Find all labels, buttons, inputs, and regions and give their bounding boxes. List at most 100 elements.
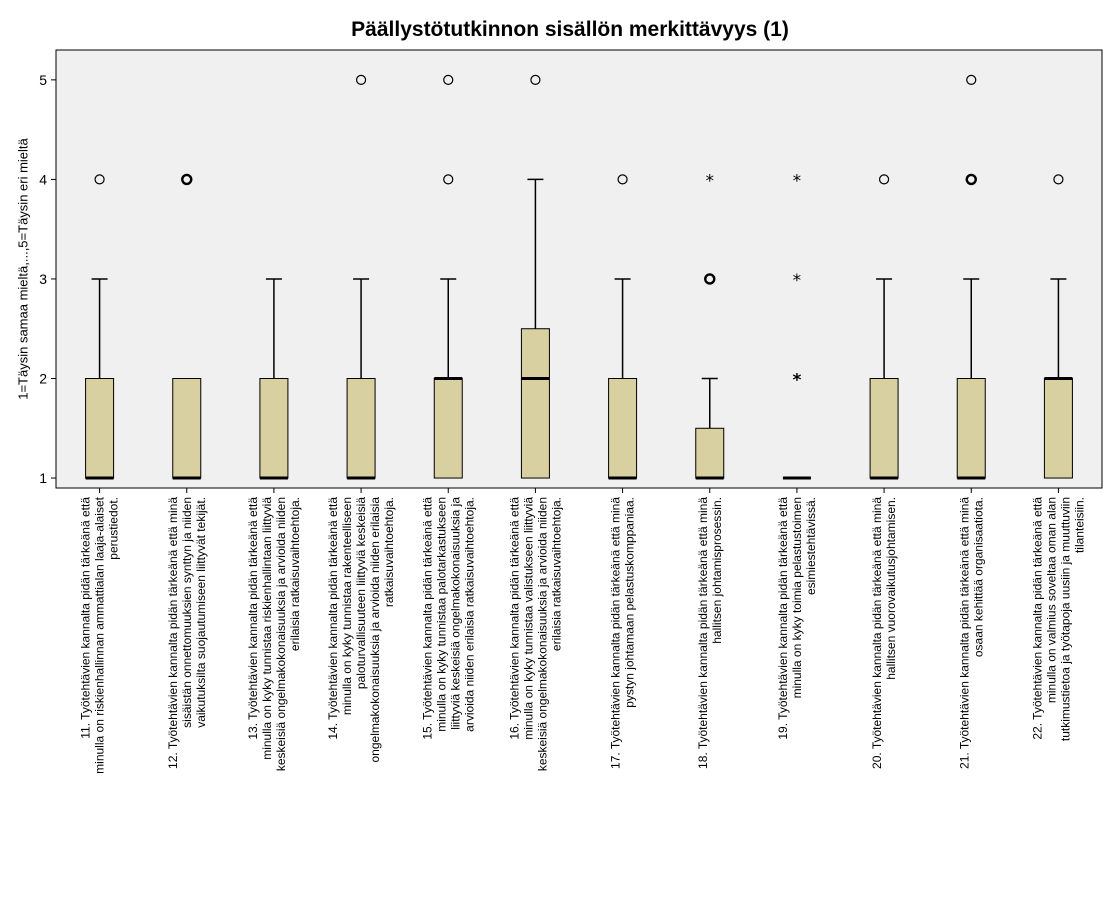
- x-tick-label-line: 16. Työtehtävien kannalta pidän tärkeänä…: [507, 497, 521, 740]
- outlier-circle: [878, 174, 890, 185]
- outlier-circle: [94, 174, 105, 185]
- box-rect: [433, 378, 463, 479]
- outlier-star: *: [792, 371, 801, 391]
- outlier-star: *: [706, 171, 715, 191]
- x-tick-label-line: minulla on kyky toimia pelastustoimen: [790, 497, 804, 698]
- x-tick-label-12: 22. Työtehtävien kannalta pidän tärkeänä…: [1030, 497, 1086, 741]
- x-tick-label-line: ratkaisuvaihtoehtoja.: [382, 497, 396, 607]
- x-tick-label-line: tilanteisiin.: [1072, 497, 1086, 553]
- box-rect: [346, 378, 376, 479]
- x-tick-label-line: perustiedot.: [107, 497, 121, 560]
- outlier-circle: [966, 74, 977, 85]
- box-rect: [956, 378, 986, 479]
- x-tick-label-11: 21. Työtehtävien kannalta pidän tärkeänä…: [957, 497, 985, 769]
- x-tick-label-line: minulla on kyky tunnistaa valistukseen l…: [521, 497, 535, 740]
- box-item-1: [85, 174, 115, 480]
- x-tick-label-line: esimiestehtävissä.: [804, 497, 818, 595]
- x-tick-label-10: 20. Työtehtävien kannalta pidän tärkeänä…: [870, 497, 898, 769]
- x-tick-label-line: vaikutuksilta suojautumiseen liittyvät t…: [194, 497, 208, 728]
- x-tick-label-line: 20. Työtehtävien kannalta pidän tärkeänä…: [870, 497, 884, 769]
- boxes: * * * *: [85, 74, 1073, 480]
- box-rect: [172, 378, 202, 479]
- x-tick-label-1: 11. Työtehtävien kannalta pidän tärkeänä…: [79, 496, 121, 773]
- x-tick-label-6: 16. Työtehtävien kannalta pidän tärkeänä…: [507, 497, 563, 771]
- box-rect: [1043, 378, 1073, 479]
- x-tick-label-line: liittyviä keskeisiä ongelmakokonaisuuksi…: [448, 497, 462, 730]
- x-tick-label-line: minulla on kyky tunnistaa palotarkastuks…: [434, 497, 448, 732]
- y-tick-label-2: 2: [39, 371, 47, 387]
- x-tick-label-line: ongelmakokonaisuuksia ja arvioida niiden…: [368, 497, 382, 763]
- x-tick-label-line: hallitsen vuorovaikutusjohtamisen.: [884, 497, 898, 680]
- outlier-star: *: [793, 271, 802, 291]
- x-tick-label-line: arvioida niiden erilaisia ratkaisuvaihto…: [462, 497, 476, 732]
- box-rect: [695, 427, 725, 479]
- box-rect: [85, 378, 115, 479]
- outlier-circle: [1053, 174, 1064, 185]
- box-rect: [259, 378, 289, 479]
- box-item-9: * * *: [782, 171, 811, 480]
- x-tick-label-line: osaan kehittää organisaatiota.: [971, 497, 985, 657]
- outlier-circle: [181, 173, 193, 186]
- x-tick-label-7: 17. Työtehtävien kannalta pidän tärkeänä…: [609, 497, 637, 769]
- outlier-circle: [704, 273, 716, 285]
- x-tick-label-line: keskeisiä ongelmakokonaisuuksia ja arvio…: [535, 497, 549, 771]
- x-tick-label-line: minulla on riskienhallinnan ammattialan …: [93, 496, 107, 773]
- x-tick-label-line: 12. Työtehtävien kannalta pidän tärkeänä…: [166, 497, 180, 769]
- x-tick-label-5: 15. Työtehtävien kannalta pidän tärkeänä…: [420, 497, 476, 740]
- outlier-circle: [443, 174, 454, 185]
- x-tick-label-line: paloturvallisuuteen liittyviä keskeisiä: [354, 497, 368, 689]
- x-axis: 11. Työtehtävien kannalta pidän tärkeänä…: [79, 488, 1086, 774]
- x-tick-label-line: 22. Työtehtävien kannalta pidän tärkeänä…: [1030, 497, 1044, 740]
- x-tick-label-2: 12. Työtehtävien kannalta pidän tärkeänä…: [166, 497, 208, 769]
- y-tick-label-1: 1: [39, 470, 47, 486]
- box-item-2: [172, 173, 202, 480]
- x-tick-label-line: 13. Työtehtävien kannalta pidän tärkeänä…: [246, 497, 260, 740]
- x-tick-label-line: 14. Työtehtävien kannalta pidän tärkeänä…: [326, 497, 340, 740]
- outlier-circle: [965, 173, 977, 186]
- x-tick-label-line: 15. Työtehtävien kannalta pidän tärkeänä…: [420, 497, 434, 740]
- x-tick-label-line: erilaisia ratkaisuvaihtoehtoja.: [549, 497, 563, 651]
- box-item-4: [346, 74, 376, 480]
- x-tick-label-line: 19. Työtehtävien kannalta pidän tärkeänä…: [776, 497, 790, 740]
- x-tick-label-line: tutkimustietoa ja työtapoja uusiin ja mu…: [1058, 497, 1072, 741]
- x-tick-label-line: minulla on kyky tunnistaa rakenteellisee…: [340, 497, 354, 715]
- box-item-5: [433, 74, 463, 479]
- x-tick-label-3: 13. Työtehtävien kannalta pidän tärkeänä…: [246, 497, 302, 771]
- x-tick-label-4: 14. Työtehtävien kannalta pidän tärkeänä…: [326, 497, 396, 763]
- x-tick-label-line: 17. Työtehtävien kannalta pidän tärkeänä…: [609, 497, 623, 769]
- x-tick-label-line: minulla on valmius soveltaa oman alan: [1044, 497, 1058, 703]
- x-tick-label-line: keskeisiä ongelmakokonaisuuksia ja arvio…: [274, 497, 288, 771]
- x-tick-label-line: 11. Työtehtävien kannalta pidän tärkeänä…: [79, 497, 93, 739]
- box-rect: [869, 378, 899, 479]
- chart-title: Päällystötutkinnon sisällön merkittävyys…: [351, 18, 789, 41]
- x-tick-label-line: pystyn johtamaan pelastuskomppaniaa.: [623, 497, 637, 708]
- box-item-7: [608, 174, 638, 480]
- x-tick-label-line: erilaisia ratkaisuvaihtoehtoja.: [288, 497, 302, 651]
- x-tick-label-line: sisäistän onnettomuuksien synttyn ja nii…: [180, 497, 194, 728]
- box-rect: [608, 378, 638, 479]
- x-tick-label-8: 18. Työtehtävien kannalta pidän tärkeänä…: [696, 497, 724, 769]
- box-item-12: [1043, 174, 1073, 479]
- y-tick-label-3: 3: [39, 271, 47, 287]
- outlier-circle: [355, 74, 367, 85]
- outlier-circle: [617, 174, 628, 185]
- box-item-6: [520, 74, 550, 479]
- box-item-11: [956, 74, 986, 480]
- box-item-10: [869, 174, 899, 480]
- box-item-3: [259, 278, 289, 480]
- x-tick-label-line: 21. Työtehtävien kannalta pidän tärkeänä…: [957, 497, 971, 769]
- x-tick-label-9: 19. Työtehtävien kannalta pidän tärkeänä…: [776, 497, 818, 740]
- x-tick-label-line: hallitsen johtamisprosessin.: [710, 497, 724, 644]
- box-rect: [520, 328, 550, 479]
- outlier-circle: [443, 74, 454, 85]
- y-tick-label-4: 4: [39, 171, 47, 187]
- outlier-star: *: [793, 171, 802, 191]
- plot-area: [55, 49, 1103, 489]
- y-tick-label-5: 5: [39, 72, 47, 88]
- y-axis-label: 1=Täysin samaa mieltä,...,5=Täysin eri m…: [15, 137, 30, 399]
- outlier-circle: [530, 74, 541, 85]
- box-item-8: *: [695, 171, 725, 480]
- y-axis: 1 2 3 4 5: [39, 72, 56, 486]
- x-tick-label-line: 18. Työtehtävien kannalta pidän tärkeänä…: [696, 497, 710, 769]
